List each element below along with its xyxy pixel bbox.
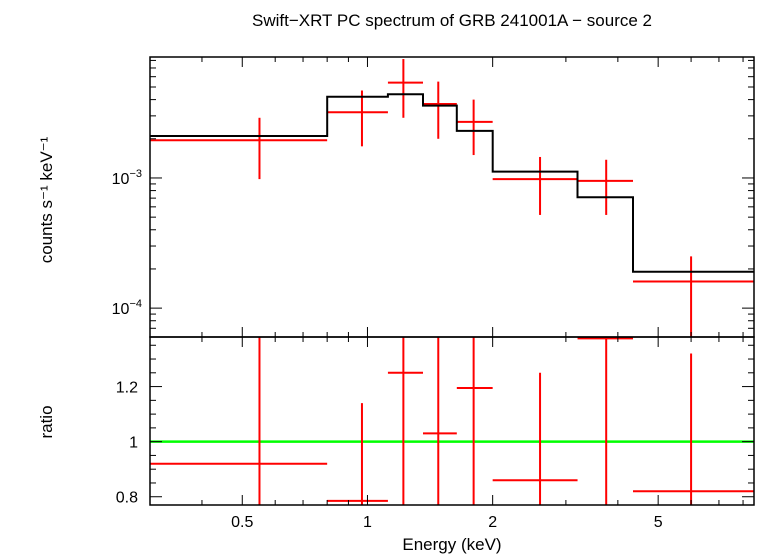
spectrum-data-points: [150, 59, 754, 337]
x-tick-label: 0.5: [231, 514, 253, 531]
y-tick-label: 0.8: [116, 490, 138, 507]
ratio-data-points: [150, 337, 754, 505]
x-axis-label: Energy (keV): [402, 535, 501, 554]
model-step-line: [150, 93, 754, 273]
tick-marks: [149, 57, 754, 505]
x-tick-label: 2: [488, 514, 497, 531]
spectrum-panel-frame: [149, 56, 755, 338]
y-axis-label-ratio: ratio: [37, 405, 56, 438]
y-tick-label: 10−3: [112, 168, 142, 188]
spectrum-model: [150, 93, 754, 273]
plot-frames: [149, 56, 755, 506]
y-tick-label: 1.2: [116, 380, 138, 397]
chart-title: Swift−XRT PC spectrum of GRB 241001A − s…: [252, 11, 652, 30]
y-axis-label-spectrum: counts s⁻¹ keV⁻¹: [37, 136, 56, 263]
x-tick-label: 5: [654, 514, 663, 531]
y-tick-label: 1: [129, 435, 138, 452]
x-tick-label: 1: [363, 514, 372, 531]
y-tick-label: 10−4: [112, 298, 142, 318]
ratio-panel-frame: [149, 336, 755, 506]
tick-labels: 0.5 1 2 5 10−4 10−3 0.8 1 1.2: [112, 168, 663, 531]
